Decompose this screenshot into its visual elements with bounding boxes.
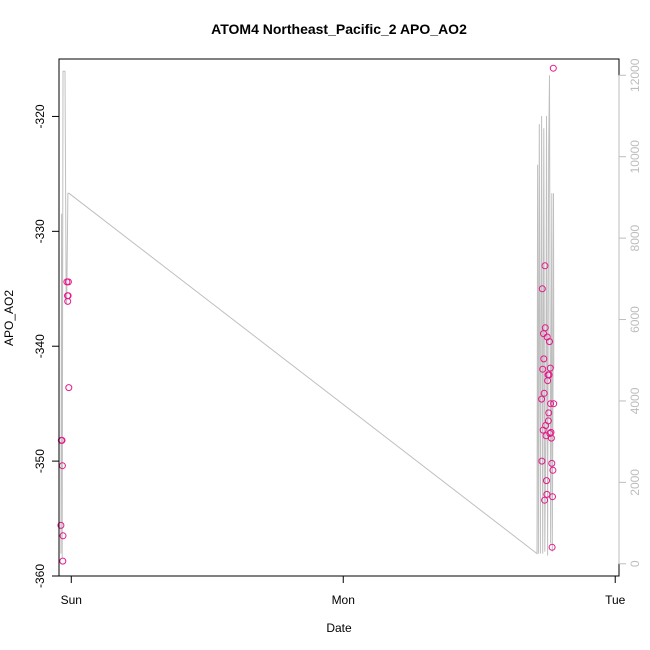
- y2-tick-label: 6000: [628, 306, 642, 333]
- y-axis-label: APO_AO2: [2, 290, 16, 346]
- data-point: [64, 278, 72, 286]
- data-point: [550, 400, 558, 408]
- y2-axis: 0 2000 4000 6000 8000 10000 12000: [618, 58, 642, 567]
- y-tick-label: -340: [33, 334, 47, 358]
- data-point: [540, 355, 548, 363]
- y2-tick-label: 2000: [628, 469, 642, 496]
- data-point: [548, 543, 556, 551]
- data-point: [538, 285, 546, 293]
- chart-title: ATOM4 Northeast_Pacific_2 APO_AO2: [211, 21, 467, 37]
- data-point: [543, 477, 550, 485]
- data-point: [541, 324, 549, 332]
- y-tick-label: -350: [33, 449, 47, 473]
- x-axis: Sun Mon Tue: [61, 575, 626, 607]
- y2-tick-label: 10000: [628, 140, 642, 174]
- data-point: [538, 457, 546, 465]
- y-axis: -320 -330 -340 -350 -360: [33, 104, 60, 588]
- data-point: [539, 365, 547, 373]
- y-tick-label: -360: [33, 564, 47, 588]
- data-point: [549, 493, 556, 501]
- x-axis-label: Date: [326, 621, 352, 635]
- data-point: [59, 532, 67, 540]
- y2-tick-label: 4000: [628, 387, 642, 414]
- data-point: [64, 297, 72, 305]
- data-point: [541, 496, 549, 504]
- data-point: [65, 384, 73, 392]
- y-tick-label: -320: [33, 104, 47, 128]
- data-point: [549, 64, 557, 72]
- data-point: [57, 521, 65, 529]
- y2-tick-label: 8000: [628, 224, 642, 251]
- data-point: [549, 466, 557, 474]
- data-point: [540, 389, 548, 397]
- x-tick-label: Tue: [605, 593, 626, 607]
- data-point: [547, 400, 555, 408]
- y2-tick-label: 12000: [628, 58, 642, 92]
- data-point: [547, 434, 555, 442]
- plot-frame: [58, 58, 620, 577]
- data-point: [546, 430, 554, 437]
- data-point: [548, 459, 556, 467]
- data-point: [546, 338, 553, 346]
- data-point: [546, 364, 554, 372]
- secondary-line-layer: [60, 70, 555, 558]
- data-point: [64, 292, 72, 300]
- y2-tick-label: 0: [628, 560, 642, 567]
- y-tick-label: -330: [33, 219, 47, 243]
- data-point: [545, 409, 553, 417]
- data-point: [544, 417, 552, 425]
- secondary-series-line: [60, 70, 555, 558]
- points-layer: [57, 64, 558, 565]
- x-tick-label: Mon: [332, 593, 355, 607]
- data-point: [541, 262, 549, 270]
- data-point: [59, 557, 67, 565]
- data-point: [538, 395, 546, 403]
- x-tick-label: Sun: [61, 593, 82, 607]
- data-point: [545, 371, 553, 379]
